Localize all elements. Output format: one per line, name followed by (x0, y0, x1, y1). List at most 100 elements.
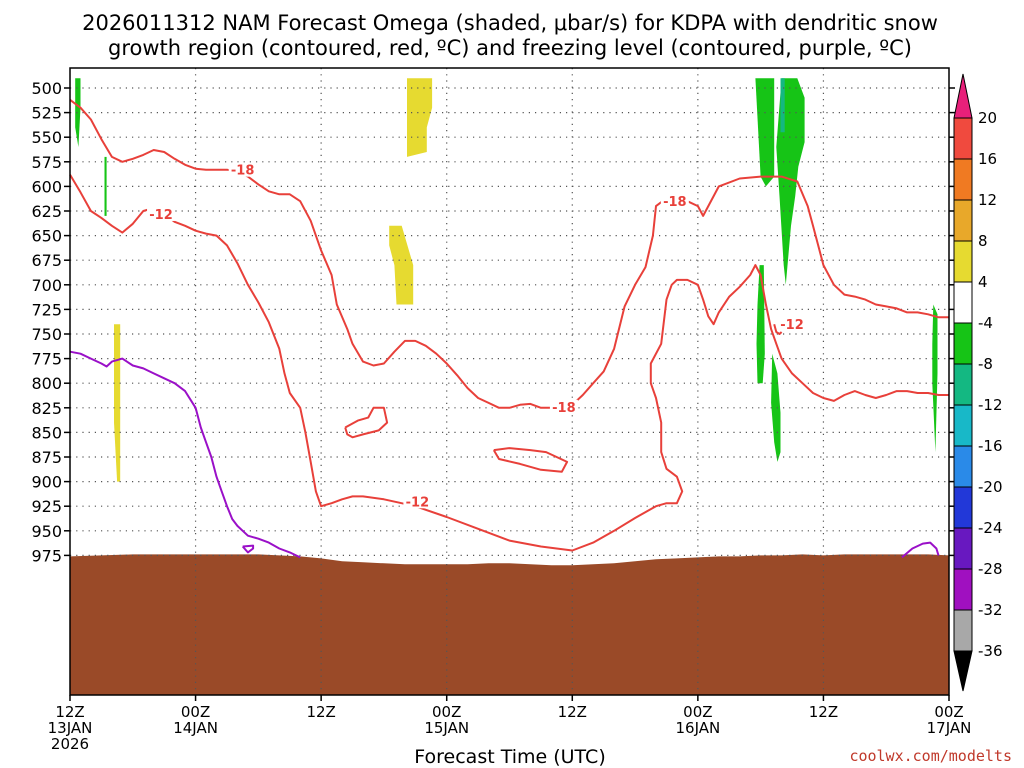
contour-label: -18 (231, 164, 255, 179)
y-tick-label: 575 (31, 153, 62, 172)
colorbar-label: -24 (978, 519, 1003, 537)
omega-cyan-0 (780, 78, 785, 133)
x-tick-label: 00Z (181, 703, 210, 721)
y-tick-label: 850 (31, 423, 62, 442)
contour-label-bg (403, 494, 432, 509)
contour-label-bg (228, 162, 257, 177)
dendritic-small-loop-3 (773, 323, 783, 335)
colorbar-swatch (953, 527, 973, 570)
omega-shading-layer (75, 78, 938, 482)
dendritic-minus-12 (69, 174, 949, 552)
y-tick-label: 675 (31, 251, 62, 270)
y-axis: 500 525 550 575 600 625 650 675 700 725 750 775 800 8… (31, 79, 955, 565)
y-tick-label: 900 (31, 473, 62, 492)
colorbar-label: -8 (978, 355, 993, 373)
colorbar-swatch (953, 445, 973, 488)
colorbar-label: -32 (978, 601, 1003, 619)
colorbar-label: 8 (978, 232, 988, 250)
colorbar-swatch (953, 281, 973, 324)
chart-title-line2: growth region (contoured, red, ºC) and f… (108, 36, 912, 60)
colorbar-swatch (953, 117, 973, 160)
colorbar-label: -4 (978, 314, 993, 332)
omega-yellow-2 (389, 225, 414, 305)
colorbar-label: -36 (978, 642, 1003, 660)
plot-frame (69, 67, 950, 696)
y-tick-label: 975 (31, 546, 62, 565)
grid-layer (70, 68, 949, 695)
colorbar-bottom-arrow (953, 650, 973, 692)
contour-label-bg (778, 317, 807, 332)
contour-label: -12 (149, 208, 173, 223)
colorbar-label: 20 (978, 109, 997, 127)
contour-label-bg (660, 194, 689, 209)
x-tick-label: 13JAN (48, 719, 93, 737)
x-tick-label: 12Z (55, 703, 84, 721)
y-tick-label: 500 (31, 79, 62, 98)
omega-green-5 (771, 353, 781, 462)
y-tick-label: 950 (31, 522, 62, 541)
contour-label: -12 (780, 318, 804, 333)
colorbar-label: 4 (978, 273, 988, 291)
colorbar-label: -20 (978, 478, 1003, 496)
omega-green-0 (75, 78, 81, 147)
colorbar-swatch (953, 568, 973, 611)
colorbar-label: -28 (978, 560, 1003, 578)
omega-yellow-1 (407, 78, 433, 157)
colorbar-swatch (953, 404, 973, 447)
y-tick-label: 650 (31, 227, 62, 246)
contour-label: -18 (663, 195, 687, 210)
y-tick-label: 625 (31, 202, 62, 221)
y-tick-label: 925 (31, 497, 62, 516)
colorbar-swatch (953, 609, 973, 652)
x-tick-label: 2026 (51, 735, 89, 753)
colorbar-label: -16 (978, 437, 1003, 455)
contour-layer (69, 99, 949, 559)
credit-text: coolwx.com/modelts (849, 747, 1012, 765)
y-tick-label: 800 (31, 374, 62, 393)
omega-green-2 (755, 78, 775, 187)
terrain-fill (70, 554, 949, 695)
omega-green-4 (756, 265, 765, 384)
dendritic-small-loop-1 (344, 406, 389, 439)
x-tick-label: 17JAN (927, 719, 972, 737)
terrain-layer (70, 554, 949, 695)
x-tick-label: 12Z (558, 703, 587, 721)
colorbar-swatch (953, 322, 973, 365)
colorbar-swatch (953, 158, 973, 201)
dendritic-small-loop-2 (492, 447, 569, 473)
omega-green-1 (104, 156, 107, 216)
y-tick-label: 725 (31, 300, 62, 319)
colorbar-swatch (953, 486, 973, 529)
x-tick-label: 16JAN (675, 719, 720, 737)
y-tick-label: 600 (31, 177, 62, 196)
x-tick-label: 14JAN (173, 719, 218, 737)
dendritic-minus-18-east (571, 175, 949, 406)
contour-label-bg (147, 206, 176, 221)
colorbar-swatch (953, 363, 973, 406)
colorbar-label: 16 (978, 150, 997, 168)
x-tick-label: 15JAN (424, 719, 469, 737)
colorbar-swatch (953, 240, 973, 283)
freezing-level-east (901, 541, 940, 559)
x-tick-label: 00Z (432, 703, 461, 721)
x-tick-label: 12Z (306, 703, 335, 721)
x-tick-label: 00Z (683, 703, 712, 721)
colorbar-label: -12 (978, 396, 1003, 414)
colorbar: 20 16 12 8 4 -4 -8 -12 -16 -20 -24 -28 -32 -36 (953, 73, 1003, 692)
colorbar-top-arrow (953, 73, 973, 119)
y-tick-label: 775 (31, 350, 62, 369)
y-tick-label: 525 (31, 104, 62, 123)
contour-label-bg (549, 399, 578, 414)
omega-green-6 (932, 304, 938, 453)
y-tick-label: 700 (31, 276, 62, 295)
y-tick-label: 550 (31, 128, 62, 147)
contour-label: -12 (406, 495, 430, 510)
y-tick-label: 825 (31, 399, 62, 418)
x-tick-label: 00Z (934, 703, 963, 721)
x-tick-label: 12Z (809, 703, 838, 721)
dendritic-minus-18-west (69, 99, 573, 409)
colorbar-label: 12 (978, 191, 997, 209)
freezing-level-main (69, 350, 301, 559)
